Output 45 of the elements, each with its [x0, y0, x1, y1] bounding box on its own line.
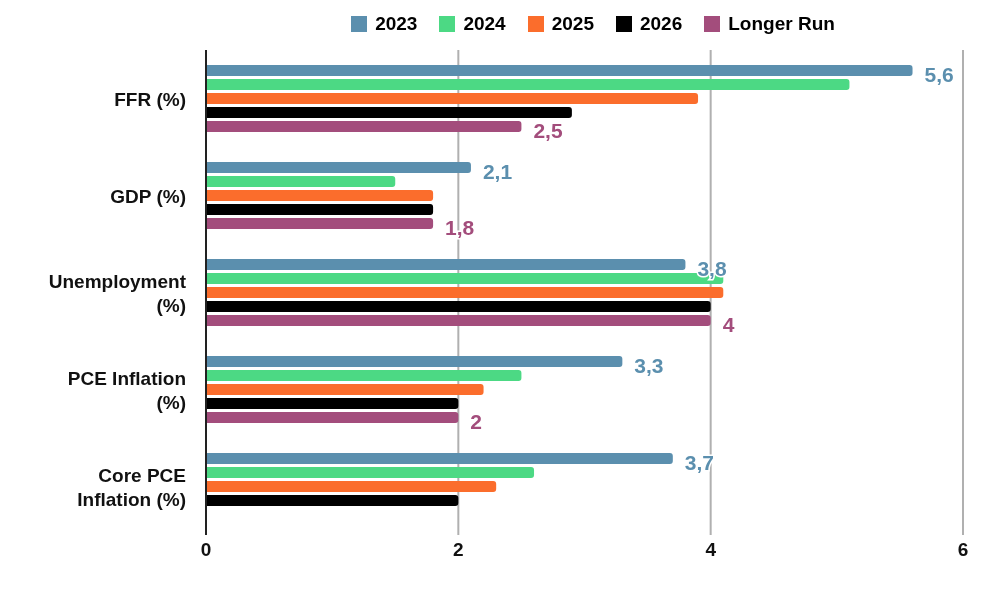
- data-label: 2,1: [482, 160, 513, 183]
- bar: [206, 356, 623, 367]
- y-tick-label: FFR (%): [114, 88, 186, 109]
- bar: [206, 370, 522, 381]
- bar: [206, 453, 673, 464]
- bar: [206, 495, 459, 506]
- bar: [206, 301, 711, 312]
- bar: [206, 218, 434, 229]
- bar: [206, 412, 459, 423]
- bar: [206, 176, 396, 187]
- x-tick-label: 4: [705, 539, 717, 561]
- bar: [206, 398, 459, 409]
- bar: [206, 481, 497, 492]
- bar: [206, 93, 699, 104]
- y-tick-label: Unemployment (%): [48, 270, 187, 315]
- data-label: 2,5: [533, 119, 563, 142]
- y-tick-label: GDP (%): [110, 185, 186, 206]
- data-label: 3,3: [634, 354, 664, 377]
- bar: [206, 121, 522, 132]
- bar: [206, 315, 711, 326]
- legend-label: Longer Run: [728, 13, 835, 35]
- bar: [206, 65, 913, 76]
- bar: [206, 259, 686, 270]
- x-tick-label: 2: [453, 539, 464, 561]
- legend-label: 2026: [639, 13, 683, 35]
- bar: [206, 384, 484, 395]
- legend-label: 2024: [463, 13, 506, 35]
- y-tick-label: Core PCE Inflation (%): [77, 464, 186, 509]
- legend-label: 2025: [551, 13, 594, 35]
- data-label: 1,8: [445, 216, 475, 239]
- data-label: 5,6: [924, 63, 954, 86]
- bar: [206, 204, 434, 215]
- x-tick-label: 6: [957, 539, 969, 561]
- x-tick-label: 0: [200, 539, 212, 561]
- bar: [206, 107, 572, 118]
- legend-label: 2023: [375, 13, 418, 35]
- bar: [206, 79, 850, 90]
- bar: [206, 287, 724, 298]
- bar: [206, 162, 471, 173]
- y-tick-label: PCE Inflation (%): [67, 367, 186, 412]
- bar: [206, 190, 434, 201]
- data-label: 4: [722, 313, 735, 336]
- data-label: 3,7: [684, 451, 715, 474]
- data-label: 2: [470, 410, 483, 433]
- bar: [206, 467, 535, 478]
